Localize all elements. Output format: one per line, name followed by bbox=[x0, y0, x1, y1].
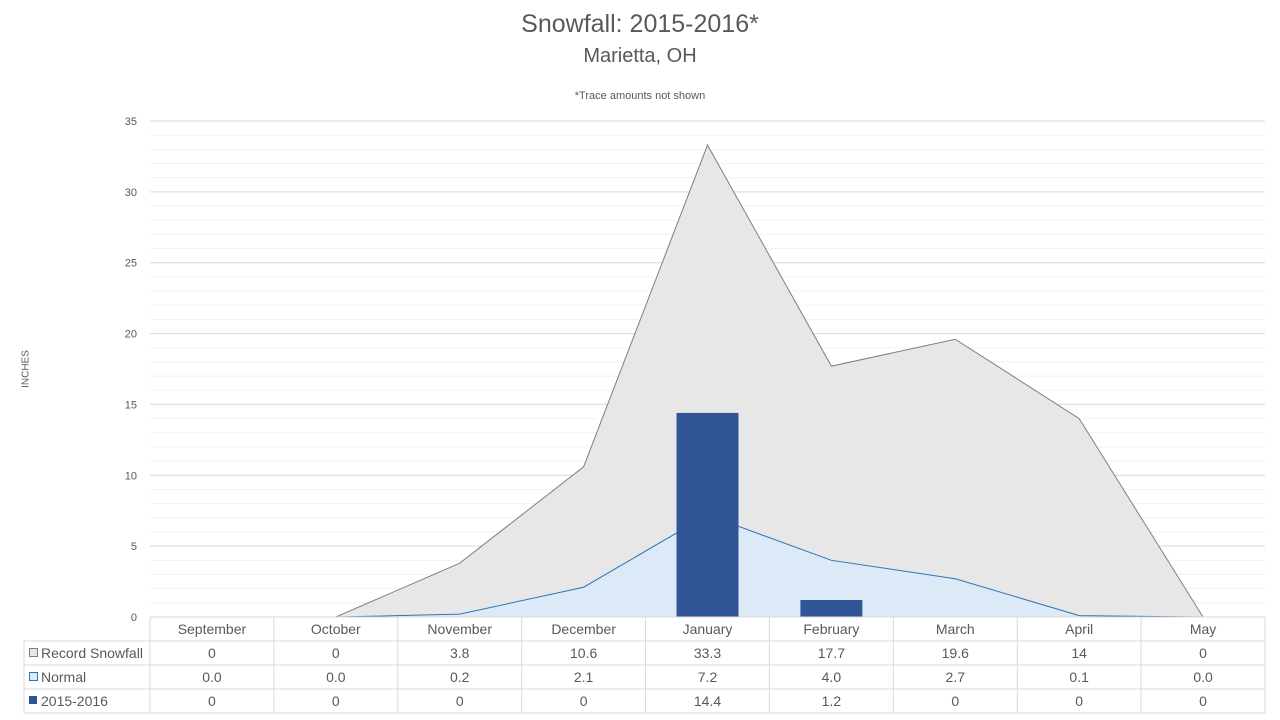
data-label-1-0: 0.0 bbox=[202, 669, 222, 685]
x-tick-label: May bbox=[1190, 621, 1216, 637]
data-label-0-0: 0 bbox=[208, 645, 216, 661]
data-label-1-8: 0.0 bbox=[1193, 669, 1213, 685]
data-label-0-8: 0 bbox=[1199, 645, 1207, 661]
series-area-0 bbox=[211, 145, 1204, 617]
data-label-2-0: 0 bbox=[208, 693, 216, 709]
chart-subtitle: Marietta, OH bbox=[583, 45, 697, 67]
data-label-2-4: 14.4 bbox=[694, 693, 721, 709]
x-tick-label: October bbox=[311, 621, 361, 637]
data-label-2-3: 0 bbox=[580, 693, 588, 709]
data-label-0-2: 3.8 bbox=[450, 645, 470, 661]
data-label-0-7: 14 bbox=[1071, 645, 1087, 661]
chart-title: Snowfall: 2015-2016* bbox=[521, 10, 759, 38]
legend-label-1: Normal bbox=[41, 669, 86, 685]
data-label-1-6: 2.7 bbox=[946, 669, 966, 685]
data-label-1-4: 7.2 bbox=[698, 669, 718, 685]
data-label-2-2: 0 bbox=[456, 693, 464, 709]
legend-key-1 bbox=[29, 672, 38, 681]
x-tick-label: January bbox=[683, 621, 733, 637]
y-tick-label: 15 bbox=[125, 399, 137, 411]
data-label-1-7: 0.1 bbox=[1069, 669, 1089, 685]
y-tick-label: 5 bbox=[131, 541, 137, 553]
bar-2-4 bbox=[676, 412, 739, 617]
chart-note: *Trace amounts not shown bbox=[574, 90, 706, 102]
legend-label-0: Record Snowfall bbox=[41, 645, 143, 661]
x-tick-label: November bbox=[427, 621, 492, 637]
data-label-1-1: 0.0 bbox=[326, 669, 346, 685]
data-label-0-6: 19.6 bbox=[942, 645, 969, 661]
data-label-1-5: 4.0 bbox=[822, 669, 842, 685]
legend-key-0 bbox=[29, 648, 38, 657]
data-label-2-1: 0 bbox=[332, 693, 340, 709]
data-label-2-5: 1.2 bbox=[822, 693, 842, 709]
data-label-0-3: 10.6 bbox=[570, 645, 597, 661]
y-tick-label: 0 bbox=[131, 612, 137, 624]
data-label-1-2: 0.2 bbox=[450, 669, 470, 685]
y-tick-label: 20 bbox=[125, 329, 137, 341]
y-tick-label: 35 bbox=[125, 116, 137, 128]
data-label-0-4: 33.3 bbox=[694, 645, 721, 661]
x-tick-label: March bbox=[936, 621, 975, 637]
data-label-0-5: 17.7 bbox=[818, 645, 845, 661]
data-label-2-7: 0 bbox=[1075, 693, 1083, 709]
y-tick-label: 25 bbox=[125, 258, 137, 270]
data-label-2-6: 0 bbox=[951, 693, 959, 709]
x-tick-label: December bbox=[551, 621, 616, 637]
x-tick-label: February bbox=[803, 621, 859, 637]
y-tick-label: 10 bbox=[125, 470, 137, 482]
data-label-2-8: 0 bbox=[1199, 693, 1207, 709]
y-tick-label: 30 bbox=[125, 187, 137, 199]
data-label-1-3: 2.1 bbox=[574, 669, 594, 685]
series-line-0 bbox=[211, 143, 1204, 618]
bar-2-5 bbox=[800, 599, 863, 617]
x-tick-label: April bbox=[1065, 621, 1093, 637]
x-tick-label: September bbox=[178, 621, 247, 637]
legend-key-2 bbox=[29, 696, 37, 704]
data-label-0-1: 0 bbox=[332, 645, 340, 661]
legend-label-2: 2015-2016 bbox=[41, 693, 108, 709]
